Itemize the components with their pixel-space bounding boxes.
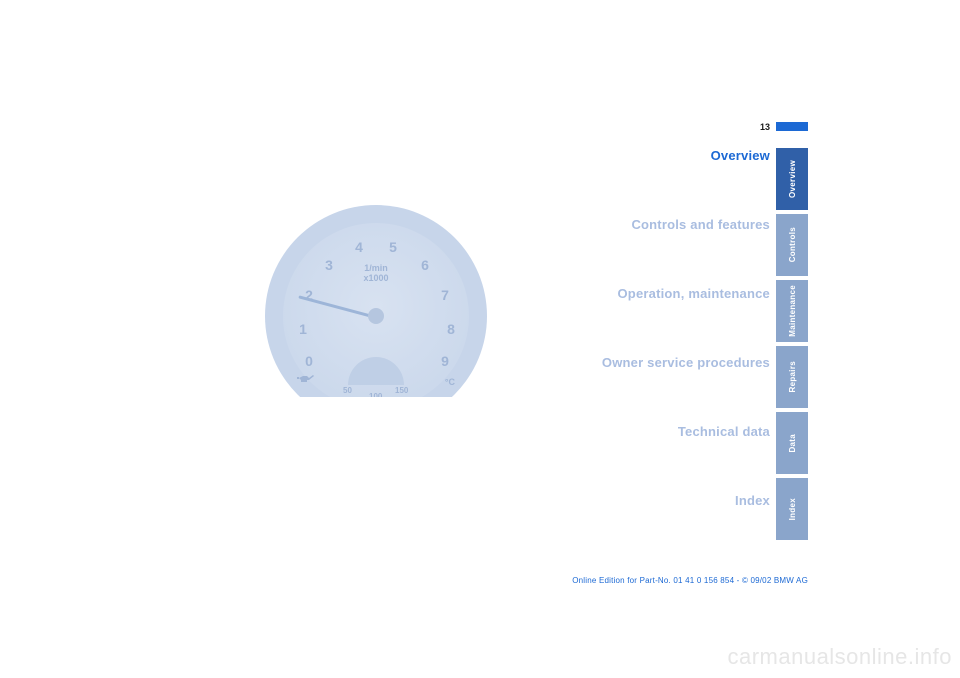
tab-label: Maintenance xyxy=(788,285,797,337)
page-number: 13 xyxy=(760,122,770,132)
subgauge-tick-150: 150 xyxy=(395,386,408,395)
gauge-flat-bottom-mask xyxy=(255,397,497,507)
gauge-number: 9 xyxy=(435,353,455,369)
temp-unit-label: °C xyxy=(445,377,455,387)
gauge-unit-line2: x1000 xyxy=(265,273,487,283)
gauge-number: 1 xyxy=(293,321,313,337)
toc-item-index[interactable]: Index xyxy=(510,493,770,508)
toc-item-owner-service[interactable]: Owner service procedures xyxy=(510,355,770,370)
gauge-hub xyxy=(368,308,384,324)
tab-label: Overview xyxy=(788,160,797,198)
corner-accent-bar xyxy=(776,122,808,131)
tab-controls[interactable]: Controls xyxy=(776,214,808,276)
gauge-unit-line1: 1/min xyxy=(265,263,487,273)
toc-item-technical-data[interactable]: Technical data xyxy=(510,424,770,439)
subgauge-tick-50: 50 xyxy=(343,386,352,395)
tab-overview[interactable]: Overview xyxy=(776,148,808,210)
gauge-number: 0 xyxy=(299,353,319,369)
watermark: carmanualsonline.info xyxy=(727,644,952,670)
tab-label: Data xyxy=(788,434,797,453)
toc-item-overview[interactable]: Overview xyxy=(510,148,770,163)
tab-repairs[interactable]: Repairs xyxy=(776,346,808,408)
oil-can-icon xyxy=(297,372,315,387)
footer-edition-note: Online Edition for Part-No. 01 41 0 156 … xyxy=(572,576,808,585)
tab-index[interactable]: Index xyxy=(776,478,808,540)
tachometer-gauge: 1/min x1000 0123456789 50 100 150 °C xyxy=(265,205,487,427)
gauge-number: 3 xyxy=(319,257,339,273)
gauge-number: 6 xyxy=(415,257,435,273)
manual-page: 13 Overview Controls and features Operat… xyxy=(130,100,848,585)
toc-item-controls[interactable]: Controls and features xyxy=(510,217,770,232)
gauge-number: 4 xyxy=(349,239,369,255)
side-tabs: Overview Controls Maintenance Repairs Da… xyxy=(776,148,808,544)
gauge-number: 8 xyxy=(441,321,461,337)
toc-list: Overview Controls and features Operation… xyxy=(510,148,770,562)
tab-label: Repairs xyxy=(788,361,797,392)
gauge-number: 7 xyxy=(435,287,455,303)
gauge-body: 1/min x1000 0123456789 50 100 150 °C xyxy=(265,205,487,427)
toc-item-operation[interactable]: Operation, maintenance xyxy=(510,286,770,301)
gauge-number: 5 xyxy=(383,239,403,255)
tab-label: Controls xyxy=(788,227,797,262)
tab-maintenance[interactable]: Maintenance xyxy=(776,280,808,342)
tab-label: Index xyxy=(788,498,797,520)
tab-data[interactable]: Data xyxy=(776,412,808,474)
